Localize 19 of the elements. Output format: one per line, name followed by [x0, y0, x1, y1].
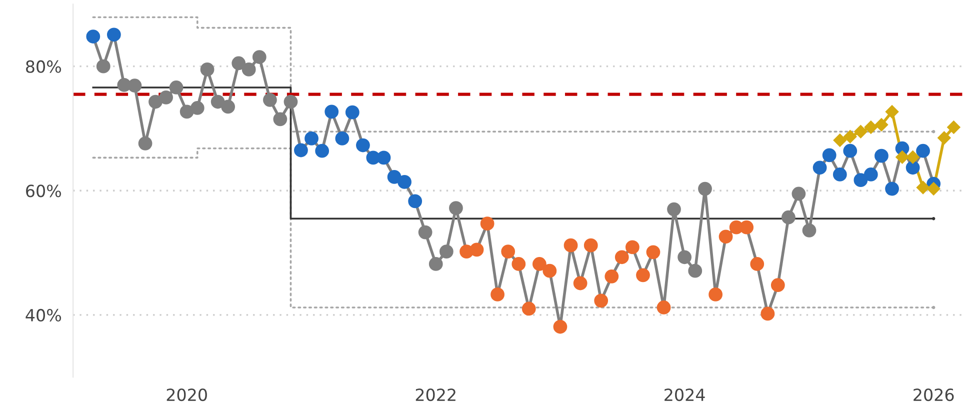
point [874, 118, 888, 132]
point [864, 120, 878, 134]
point [833, 134, 846, 147]
x-tick-label: 2022 [416, 388, 456, 402]
y-tick-label: 80% [26, 60, 62, 73]
point [844, 130, 857, 144]
x-tick-label: 2020 [166, 388, 207, 402]
point [896, 150, 909, 164]
point [947, 120, 960, 134]
point [916, 180, 930, 194]
x-tick-label: 2026 [914, 388, 954, 402]
point [927, 182, 940, 196]
point [854, 125, 868, 138]
point [938, 131, 951, 144]
y-tick-label: 60% [26, 184, 62, 198]
point [885, 105, 899, 118]
point [906, 150, 920, 164]
x-tick-label: 2024 [664, 388, 705, 402]
y-tick-label: 40% [26, 308, 62, 322]
